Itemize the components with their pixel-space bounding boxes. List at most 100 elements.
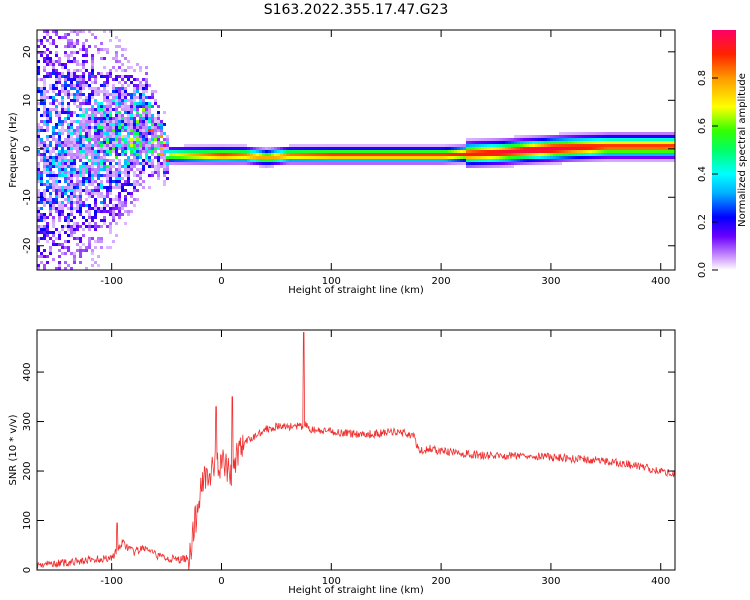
spectrogram-cell xyxy=(109,39,112,42)
spectrogram-cell xyxy=(400,156,403,159)
spectrogram-cell xyxy=(325,150,328,153)
spectrogram-cell xyxy=(100,114,103,117)
spectrogram-cell xyxy=(142,162,145,165)
spectrogram-cell xyxy=(376,147,379,150)
spectrogram-cell xyxy=(184,162,187,165)
spectrogram-cell xyxy=(58,60,61,63)
spectrogram-cell xyxy=(145,135,148,138)
spectrogram-cell xyxy=(40,201,43,204)
spectrogram-cell xyxy=(646,141,649,144)
spectrogram-cell xyxy=(646,153,649,156)
spectrogram-cell xyxy=(202,153,205,156)
spectrogram-cell xyxy=(292,159,295,162)
spectrogram-cell xyxy=(349,162,352,165)
spectrogram-cell xyxy=(118,174,121,177)
spectrogram-cell xyxy=(157,123,160,126)
spectrogram-cell xyxy=(70,174,73,177)
spectrogram-cell xyxy=(97,255,100,258)
spectrogram-cell xyxy=(487,162,490,165)
spectrogram-cell xyxy=(79,78,82,81)
spectrogram-cell xyxy=(55,165,58,168)
spectrogram-cell xyxy=(94,156,97,159)
spectrogram-cell xyxy=(352,144,355,147)
spectrogram-cell xyxy=(331,159,334,162)
spectrogram-cell xyxy=(58,135,61,138)
spectrogram-cell xyxy=(64,168,67,171)
spectrogram-cell xyxy=(133,129,136,132)
spectrogram-cell xyxy=(67,216,70,219)
spectrogram-cell xyxy=(64,192,67,195)
spectrogram-cell xyxy=(541,138,544,141)
spectrogram-cell xyxy=(88,153,91,156)
spectrogram-cell xyxy=(307,162,310,165)
spectrogram-cell xyxy=(625,141,628,144)
spectrogram-cell xyxy=(106,78,109,81)
spectrogram-cell xyxy=(133,102,136,105)
spectrogram-cell xyxy=(157,147,160,150)
spectrogram-cell xyxy=(64,225,67,228)
spectrogram-cell xyxy=(538,141,541,144)
spectrogram-cell xyxy=(55,30,58,33)
spectrogram-cell xyxy=(106,108,109,111)
spectrogram-cell xyxy=(55,186,58,189)
spectrogram-cell xyxy=(133,144,136,147)
spectrogram-cell xyxy=(394,144,397,147)
spectrogram-cell xyxy=(499,165,502,168)
spectrogram-cell xyxy=(133,153,136,156)
spectrogram-cell xyxy=(67,45,70,48)
spectrogram-cell xyxy=(274,156,277,159)
spectrogram-cell xyxy=(136,84,139,87)
spectrogram-cell xyxy=(154,144,157,147)
spectrogram-cell xyxy=(58,120,61,123)
spectrogram-cell xyxy=(151,117,154,120)
spectrogram-cell xyxy=(79,69,82,72)
spectrogram-cell xyxy=(94,180,97,183)
spectrogram-cell xyxy=(76,207,79,210)
spectrogram-cell xyxy=(622,138,625,141)
spectrogram-cell xyxy=(58,75,61,78)
spectrogram-cell xyxy=(643,141,646,144)
spectrogram-cell xyxy=(73,132,76,135)
spectrogram-cell xyxy=(535,153,538,156)
spectrogram-cell xyxy=(646,144,649,147)
spectrogram-cell xyxy=(478,138,481,141)
spectrogram-cell xyxy=(37,87,40,90)
spectrogram-cell xyxy=(472,147,475,150)
spectrogram-cell xyxy=(379,147,382,150)
spectrogram-cell xyxy=(61,150,64,153)
spectrogram-cell xyxy=(649,138,652,141)
spectrogram-cell xyxy=(412,159,415,162)
spectrogram-cell xyxy=(85,186,88,189)
spectrogram-cell xyxy=(85,150,88,153)
spectrogram-cell xyxy=(520,162,523,165)
spectrogram-cell xyxy=(574,147,577,150)
spectrogram-cell xyxy=(514,141,517,144)
spectrogram-cell xyxy=(493,159,496,162)
spectrogram-cell xyxy=(631,159,634,162)
spectrogram-cell xyxy=(112,57,115,60)
spectrogram-cell xyxy=(115,198,118,201)
spectrogram-cell xyxy=(127,75,130,78)
spectrogram-cell xyxy=(94,138,97,141)
spectrogram-cell xyxy=(343,147,346,150)
spectrogram-cell xyxy=(67,228,70,231)
spectrogram-cell xyxy=(49,174,52,177)
spectrogram-cell xyxy=(406,162,409,165)
spectrogram-cell xyxy=(151,123,154,126)
spectrogram-cell xyxy=(349,153,352,156)
spectrogram-cell xyxy=(64,108,67,111)
spectrogram-cell xyxy=(544,150,547,153)
spectrogram-cell xyxy=(82,123,85,126)
spectrogram-cell xyxy=(133,138,136,141)
spectrogram-cell xyxy=(106,105,109,108)
spectrogram-cell xyxy=(70,135,73,138)
spectrogram-cell xyxy=(217,162,220,165)
spectrogram-cell xyxy=(79,147,82,150)
spectrogram-cell xyxy=(115,168,118,171)
spectrogram-cell xyxy=(622,153,625,156)
spectrogram-cell xyxy=(133,84,136,87)
spectrogram-cell xyxy=(145,81,148,84)
spectrogram-cell xyxy=(553,162,556,165)
spectrogram-cell xyxy=(79,108,82,111)
spectrogram-cell xyxy=(475,141,478,144)
